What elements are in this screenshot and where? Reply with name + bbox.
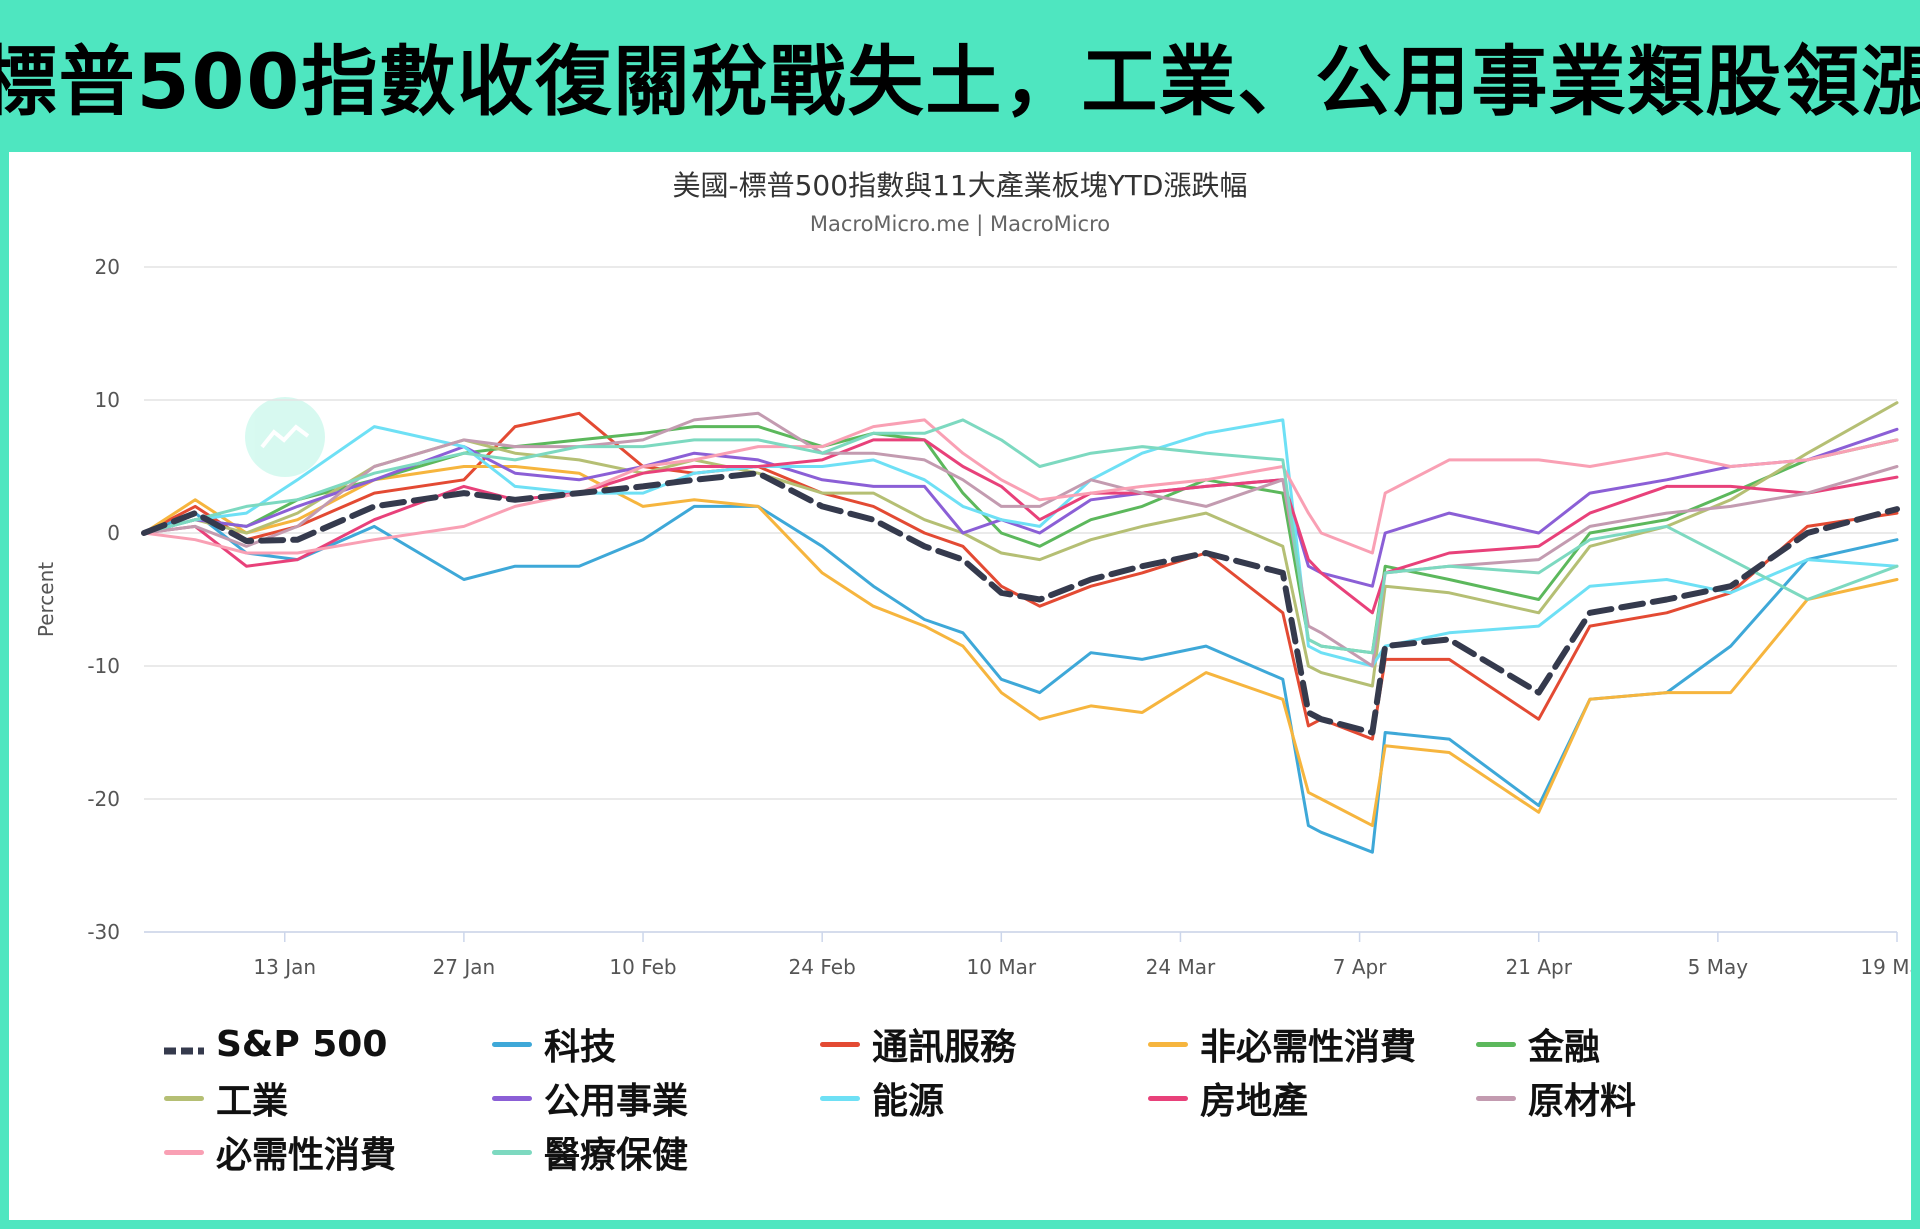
x-tick-label: 5 May — [1688, 955, 1749, 979]
series-line-6 — [142, 427, 1899, 588]
series-line-1 — [142, 504, 1899, 854]
legend-swatch — [820, 1095, 860, 1101]
legend-item[interactable]: 通訊服務 — [820, 1022, 1148, 1068]
legend-label: 醫療保健 — [544, 1135, 689, 1176]
header-banner: 標普500指數收復關稅戰失土，工業、公用事業類股領漲 — [0, 0, 1920, 150]
legend-item[interactable]: 公用事業 — [492, 1076, 820, 1122]
series-line-11 — [142, 418, 1899, 655]
legend-swatch — [820, 1041, 860, 1047]
legend-swatch — [1148, 1041, 1188, 1047]
series-line-0 — [141, 470, 1900, 736]
legend-item[interactable]: 原材料 — [1476, 1076, 1804, 1122]
legend-item[interactable]: S&P 500 — [164, 1022, 492, 1066]
legend-swatch — [164, 1149, 204, 1155]
x-tick-label: 21 Apr — [1506, 955, 1573, 979]
chart-panel: 美國-標普500指數與11大產業板塊YTD漲跌幅 MacroMicro.me |… — [9, 152, 1911, 1220]
x-tick-label: 7 Apr — [1333, 955, 1387, 979]
series-line-9 — [142, 411, 1899, 668]
y-tick-label: 20 — [95, 255, 120, 279]
legend-item[interactable]: 非必需性消費 — [1148, 1022, 1476, 1068]
headline: 標普500指數收復關稅戰失土，工業、公用事業類股領漲 — [0, 37, 1920, 126]
legend-item[interactable]: 醫療保健 — [492, 1130, 820, 1176]
y-tick-label: 10 — [95, 388, 120, 412]
x-tick-label: 19 May — [1860, 955, 1911, 979]
series-line-8 — [142, 438, 1899, 615]
legend-label: 金融 — [1528, 1027, 1601, 1068]
legend-label: 非必需性消費 — [1200, 1027, 1417, 1068]
legend-label: 房地產 — [1200, 1081, 1309, 1122]
legend-item[interactable]: 房地產 — [1148, 1076, 1476, 1122]
legend-swatch — [1148, 1095, 1188, 1101]
x-tick-label: 27 Jan — [433, 955, 496, 979]
legend-swatch — [164, 1040, 204, 1055]
legend-item[interactable]: 工業 — [164, 1076, 492, 1122]
series-line-3 — [142, 465, 1899, 828]
legend-swatch — [1476, 1095, 1516, 1101]
legend-label: S&P 500 — [216, 1023, 388, 1065]
x-tick-label: 10 Feb — [609, 955, 676, 979]
x-tick-label: 10 Mar — [967, 955, 1037, 979]
series-line-2 — [142, 411, 1899, 741]
legend-label: 公用事業 — [544, 1081, 689, 1122]
legend-label: 能源 — [872, 1081, 945, 1122]
legend-label: 必需性消費 — [216, 1135, 397, 1176]
y-tick-label: 0 — [107, 521, 120, 545]
x-tick-label: 13 Jan — [253, 955, 316, 979]
legend-item[interactable]: 科技 — [492, 1022, 820, 1068]
chart-subtitle: MacroMicro.me | MacroMicro — [809, 212, 1111, 236]
line-chart: 20 10 0 -10 -20 -30 13 Jan 27 Jan 10 Feb 24 Feb 10… — [34, 255, 1911, 979]
legend-swatch — [164, 1095, 204, 1101]
legend-swatch — [492, 1149, 532, 1155]
chart-title: 美國-標普500指數與11大產業板塊YTD漲跌幅 — [672, 169, 1248, 202]
y-tick-label: -20 — [87, 787, 120, 811]
y-tick-label: -10 — [87, 654, 120, 678]
y-tick-label: -30 — [87, 920, 120, 944]
legend-label: 通訊服務 — [872, 1027, 1017, 1068]
chart-logo-icon — [245, 397, 325, 477]
x-tick-label: 24 Feb — [789, 955, 856, 979]
series-line-10 — [142, 418, 1899, 555]
x-tick-label: 24 Mar — [1146, 955, 1216, 979]
legend-item[interactable]: 能源 — [820, 1076, 1148, 1122]
legend-label: 科技 — [544, 1027, 617, 1068]
legend-item[interactable]: 必需性消費 — [164, 1130, 492, 1176]
watermark — [245, 397, 325, 477]
legend-swatch — [492, 1095, 532, 1101]
legend-item[interactable]: 金融 — [1476, 1022, 1804, 1068]
legend-swatch — [1476, 1041, 1516, 1047]
chart-legend: S&P 500 科技 通訊服務 非必需性消費 金融工業 公用事業 能源 房地產 原材料必需性消費… — [164, 1022, 1864, 1176]
legend-label: 原材料 — [1528, 1081, 1637, 1122]
legend-label: 工業 — [216, 1081, 289, 1122]
legend-swatch — [492, 1041, 532, 1047]
y-axis-label: Percent — [34, 562, 58, 637]
